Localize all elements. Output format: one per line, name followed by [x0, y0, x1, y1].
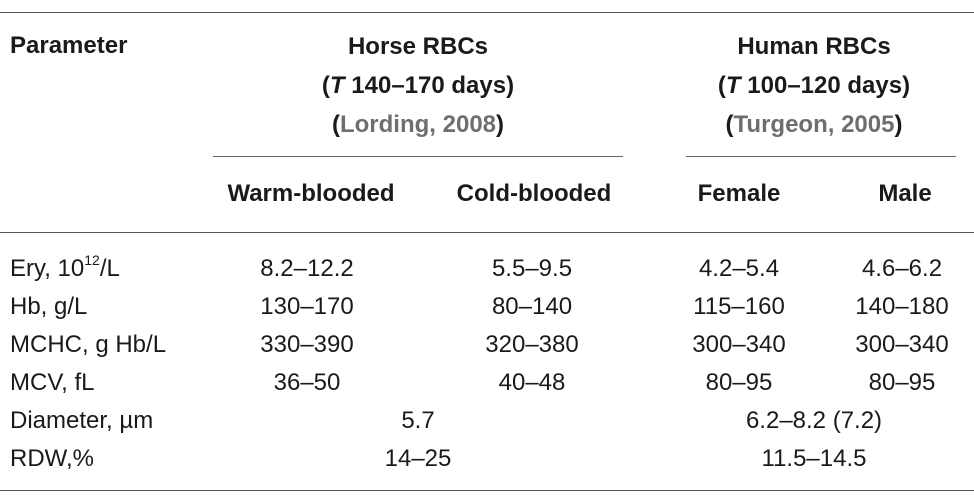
cell-hb-warm: 130–170: [260, 293, 354, 320]
row-label-ery-unit: /L: [99, 255, 120, 282]
cell-diameter-human: 6.2–8.2 (7.2): [745, 407, 883, 434]
row-label-ery-exponent: 12: [84, 252, 100, 268]
cell-mchc-cold: 320–380: [485, 331, 579, 358]
cell-rdw-human: 11.5–14.5: [761, 445, 867, 472]
header-human-ref-link[interactable]: Turgeon, 2005: [733, 111, 895, 138]
header-human-group: Human RBCs (T 100–120 days) (Turgeon, 20…: [718, 27, 910, 144]
header-horse-lifespan: (T 140–170 days): [321, 72, 515, 99]
header-horse-ref-link[interactable]: Lording, 2008: [339, 111, 497, 138]
subheader-warm-blooded: Warm-blooded: [227, 180, 395, 207]
header-horse-ref: (Lording, 2008): [331, 111, 505, 138]
cell-mchc-warm: 330–390: [260, 331, 354, 358]
cell-hb-male: 140–180: [855, 293, 949, 320]
cell-ery-cold: 5.5–9.5: [491, 255, 573, 282]
row-label-ery-base: Ery, 10: [10, 255, 85, 282]
cell-hb-cold: 80–140: [491, 293, 573, 320]
header-human-title: Human RBCs: [737, 33, 891, 60]
cell-mchc-male: 300–340: [855, 331, 949, 358]
row-label-ery: Ery, 1012/L: [10, 253, 120, 285]
header-human-lifespan: (T 100–120 days): [717, 72, 911, 99]
header-bottom-rule: [0, 232, 974, 233]
header-human-lifespan-rest: 100–120 days): [740, 72, 911, 99]
cell-mcv-male: 80–95: [868, 369, 936, 396]
row-label-mchc: MCHC, g Hb/L: [10, 331, 167, 358]
human-group-rule: [686, 156, 956, 157]
row-label-diameter: Diameter, µm: [10, 407, 154, 434]
cell-hb-female: 115–160: [693, 293, 785, 320]
top-rule: [0, 12, 974, 13]
row-label-rdw: RDW,%: [10, 445, 94, 472]
cell-ery-female: 4.2–5.4: [698, 255, 780, 282]
header-horse-group: Horse RBCs (T 140–170 days) (Lording, 20…: [322, 27, 514, 144]
subheader-cold-blooded: Cold-blooded: [456, 180, 612, 207]
cell-mcv-female: 80–95: [705, 369, 773, 396]
bottom-rule: [0, 490, 974, 491]
cell-mcv-cold: 40–48: [498, 369, 566, 396]
subheader-male: Male: [878, 180, 932, 207]
cell-rdw-horse: 14–25: [384, 445, 452, 472]
subheader-female: Female: [697, 180, 781, 207]
header-human-ref: (Turgeon, 2005): [725, 111, 903, 138]
header-parameter: Parameter: [10, 32, 128, 59]
header-horse-lifespan-t: T: [329, 72, 345, 99]
header-horse-title: Horse RBCs: [347, 33, 489, 60]
cell-diameter-horse: 5.7: [401, 407, 435, 434]
row-label-hb: Hb, g/L: [10, 293, 88, 320]
row-label-mcv: MCV, fL: [10, 369, 95, 396]
cell-mcv-warm: 36–50: [273, 369, 341, 396]
cell-mchc-female: 300–340: [692, 331, 786, 358]
cell-ery-male: 4.6–6.2: [861, 255, 943, 282]
header-horse-lifespan-rest: 140–170 days): [344, 72, 515, 99]
cell-ery-warm: 8.2–12.2: [260, 255, 354, 282]
header-human-lifespan-t: T: [725, 72, 741, 99]
horse-group-rule: [213, 156, 623, 157]
